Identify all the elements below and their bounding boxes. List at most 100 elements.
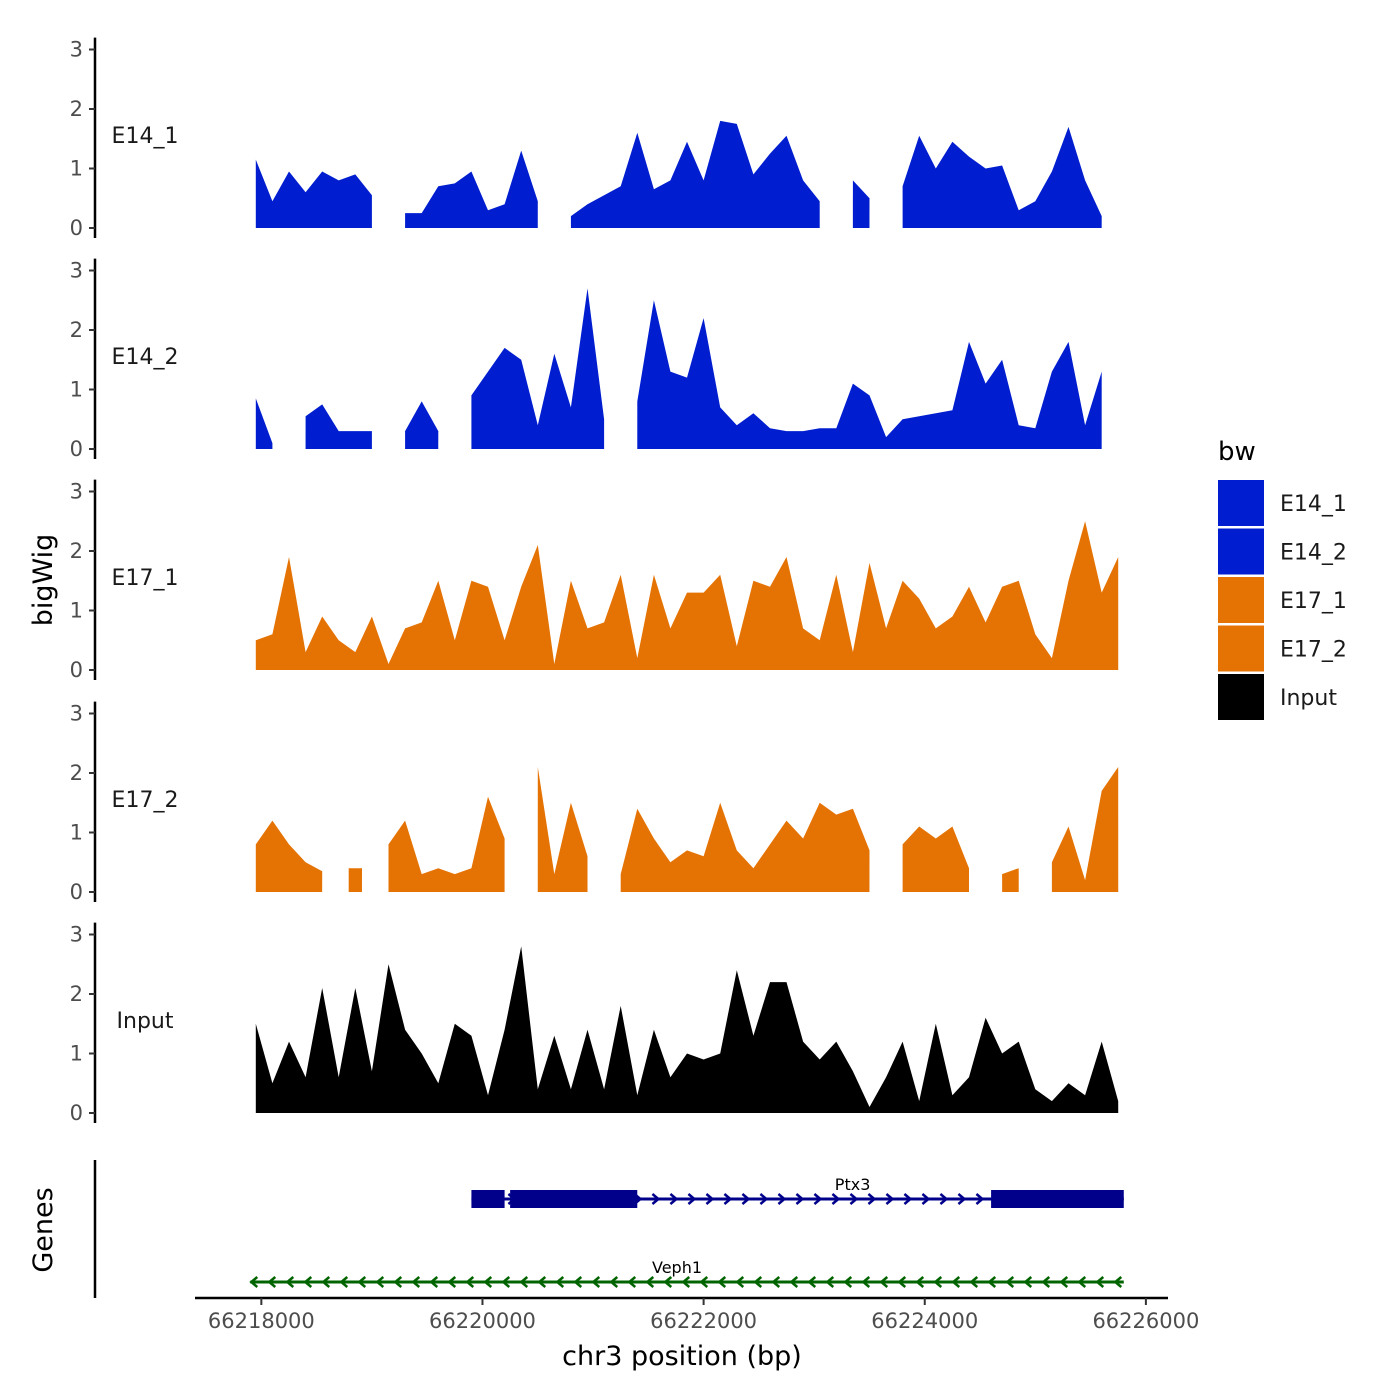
strand-chevron xyxy=(687,1193,697,1205)
strand-chevron xyxy=(843,1276,853,1288)
gene-track: Ptx3 Veph1 xyxy=(93,1160,1124,1298)
y-tick-label: 0 xyxy=(70,658,83,682)
strand-chevron xyxy=(321,1276,331,1288)
y-tick-label: 2 xyxy=(70,539,83,563)
x-tick-label: 66226000 xyxy=(1092,1309,1199,1333)
strand-chevron xyxy=(759,1193,769,1205)
legend-label: E17_1 xyxy=(1280,589,1347,614)
y-tick-label: 0 xyxy=(70,880,83,904)
strand-chevron xyxy=(447,1276,457,1288)
gene-label: Ptx3 xyxy=(835,1175,871,1194)
gene-Ptx3: Ptx3 xyxy=(471,1175,1124,1208)
gene-label: Veph1 xyxy=(652,1258,702,1277)
y-tick-label: 2 xyxy=(70,761,83,785)
strand-chevron xyxy=(663,1276,673,1288)
strand-chevron xyxy=(885,1193,895,1205)
exon xyxy=(991,1190,1124,1208)
strand-chevron xyxy=(807,1276,817,1288)
strand-chevron xyxy=(339,1276,349,1288)
signal-area-E17_2 xyxy=(1002,868,1019,892)
strand-chevron xyxy=(897,1276,907,1288)
y-tick-label: 2 xyxy=(70,982,83,1006)
strand-chevron xyxy=(933,1276,943,1288)
strand-chevron xyxy=(741,1193,751,1205)
signal-area-E17_2 xyxy=(537,767,588,892)
y-tick-label: 1 xyxy=(70,157,83,181)
y-tick-label: 1 xyxy=(70,821,83,845)
signal-area-E14_1 xyxy=(902,126,1102,228)
signal-area-E17_2 xyxy=(255,820,323,892)
strand-chevron xyxy=(861,1276,871,1288)
strand-chevron xyxy=(921,1193,931,1205)
strand-chevron xyxy=(969,1276,979,1288)
strand-chevron xyxy=(903,1193,913,1205)
signal-area-E17_2 xyxy=(902,826,969,892)
signal-area-E14_1 xyxy=(405,150,538,228)
signal-area-E14_2 xyxy=(305,404,372,449)
strand-chevron xyxy=(483,1276,493,1288)
legend-swatch xyxy=(1218,480,1264,526)
strand-chevron xyxy=(285,1276,295,1288)
legend-label: E14_1 xyxy=(1280,492,1347,517)
strand-chevron xyxy=(915,1276,925,1288)
legend-swatch xyxy=(1218,528,1264,575)
signal-area-E17_2 xyxy=(620,802,870,892)
signal-area-E14_1 xyxy=(852,180,870,228)
strand-chevron xyxy=(987,1276,997,1288)
track-E14_1: 0 1 2 3 E14_1 xyxy=(70,38,1102,240)
strand-chevron xyxy=(681,1276,691,1288)
strand-chevron xyxy=(705,1193,715,1205)
strand-chevron xyxy=(645,1276,655,1288)
y-tick-label: 2 xyxy=(70,318,83,342)
strand-chevron xyxy=(537,1276,547,1288)
legend-label: Input xyxy=(1280,686,1337,711)
legend-swatch xyxy=(1218,674,1264,720)
y-tick-label: 1 xyxy=(70,378,83,402)
strand-chevron xyxy=(723,1193,733,1205)
track-E14_2: 0 1 2 3 E14_2 xyxy=(70,259,1102,461)
signal-area-E14_1 xyxy=(255,159,372,228)
track-label: E14_2 xyxy=(112,345,179,370)
strand-chevron xyxy=(429,1276,439,1288)
y-tick-label: 2 xyxy=(70,97,83,121)
y-tick-label: 3 xyxy=(70,702,83,726)
signal-area-E17_2 xyxy=(388,796,505,892)
legend-label: E14_2 xyxy=(1280,541,1347,566)
legend-swatch xyxy=(1218,625,1264,672)
strand-chevron xyxy=(789,1276,799,1288)
strand-chevron xyxy=(465,1276,475,1288)
exon xyxy=(510,1190,638,1208)
x-tick-label: 66224000 xyxy=(871,1309,978,1333)
strand-chevron xyxy=(267,1276,277,1288)
x-tick-label: 66222000 xyxy=(650,1309,757,1333)
strand-chevron xyxy=(303,1276,313,1288)
x-tick-label: 66220000 xyxy=(429,1309,536,1333)
signal-area-E14_2 xyxy=(637,300,1102,449)
y-tick-label: 3 xyxy=(70,480,83,504)
strand-chevron xyxy=(591,1276,601,1288)
strand-chevron xyxy=(771,1276,781,1288)
x-tick-label: 66218000 xyxy=(208,1309,315,1333)
genes-axis-title: Genes xyxy=(28,1187,59,1272)
strand-chevron xyxy=(1059,1276,1069,1288)
signal-area-Input xyxy=(255,946,1119,1113)
strand-chevron xyxy=(699,1276,709,1288)
y-tick-label: 1 xyxy=(70,599,83,623)
track-label: E17_2 xyxy=(112,788,179,813)
strand-chevron xyxy=(795,1193,805,1205)
y-tick-label: 3 xyxy=(70,259,83,283)
strand-chevron xyxy=(249,1276,259,1288)
signal-area-E14_2 xyxy=(471,288,605,449)
strand-chevron xyxy=(813,1193,823,1205)
signal-area-E17_2 xyxy=(1051,767,1119,892)
y-tick-label: 0 xyxy=(70,437,83,461)
y-tick-label: 0 xyxy=(70,216,83,240)
signal-area-E14_2 xyxy=(405,401,439,449)
legend-label: E17_2 xyxy=(1280,638,1347,663)
strand-chevron xyxy=(393,1276,403,1288)
strand-chevron xyxy=(669,1193,679,1205)
strand-chevron xyxy=(651,1193,661,1205)
strand-chevron xyxy=(627,1276,637,1288)
strand-chevron xyxy=(1095,1276,1105,1288)
